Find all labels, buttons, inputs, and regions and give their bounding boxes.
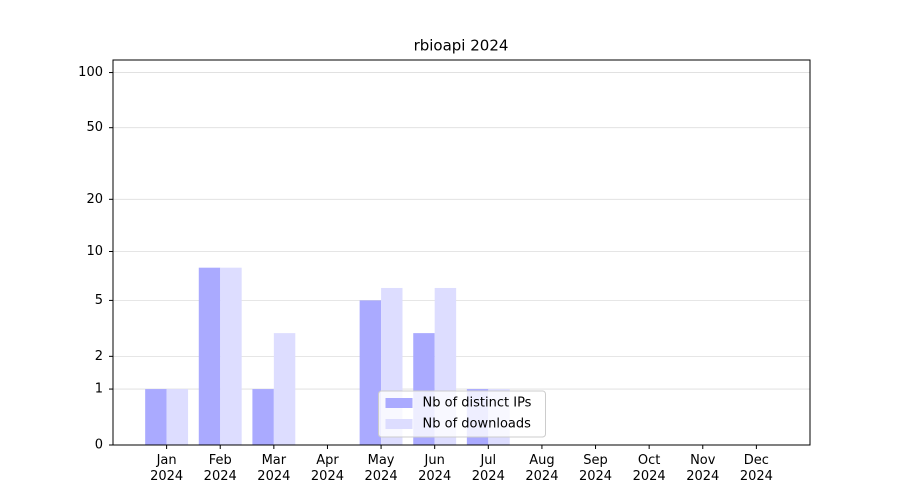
y-tick-label: 20: [86, 192, 103, 207]
legend-box: [378, 390, 546, 438]
legend-swatch: [385, 419, 413, 429]
y-tick-label: 1: [95, 382, 103, 397]
y-tick-label: 0: [95, 438, 103, 453]
y-tick-label: 50: [86, 120, 103, 135]
x-tick-label: May 2024: [364, 453, 398, 484]
x-tick-label: Jul 2024: [471, 453, 505, 484]
y-tick-label: 5: [95, 293, 103, 308]
x-tick-label: Feb 2024: [203, 453, 237, 484]
legend: Nb of distinct IPs Nb of downloads: [378, 390, 546, 438]
bar: [273, 333, 296, 445]
x-tick-label: Nov 2024: [686, 453, 720, 484]
bar: [252, 389, 274, 445]
plot-frame: [112, 59, 811, 446]
x-tick-label: Mar 2024: [257, 453, 291, 484]
x-tick-label: Sep 2024: [578, 453, 613, 484]
x-tick-label: Oct 2024: [632, 453, 666, 484]
bar: [198, 267, 221, 445]
x-tick-label: Jan 2024: [150, 453, 184, 484]
y-tick-label: 10: [86, 244, 103, 259]
x-tick-label: Apr 2024: [310, 453, 344, 484]
x-tick-label: Jun 2024: [418, 453, 452, 484]
y-tick-label: 100: [78, 65, 103, 80]
chart-title: rbioapi 2024: [414, 37, 509, 55]
legend-swatch: [385, 398, 413, 408]
x-tick-label: Dec 2024: [739, 453, 773, 484]
bar: [359, 300, 382, 445]
bar: [145, 389, 167, 445]
legend-label: Nb of downloads: [423, 417, 532, 432]
bar: [220, 267, 242, 445]
x-tick-label: Aug 2024: [525, 453, 559, 484]
legend-label: Nb of distinct IPs: [423, 396, 532, 411]
bar: [166, 389, 189, 445]
y-tick-label: 2: [95, 349, 103, 364]
